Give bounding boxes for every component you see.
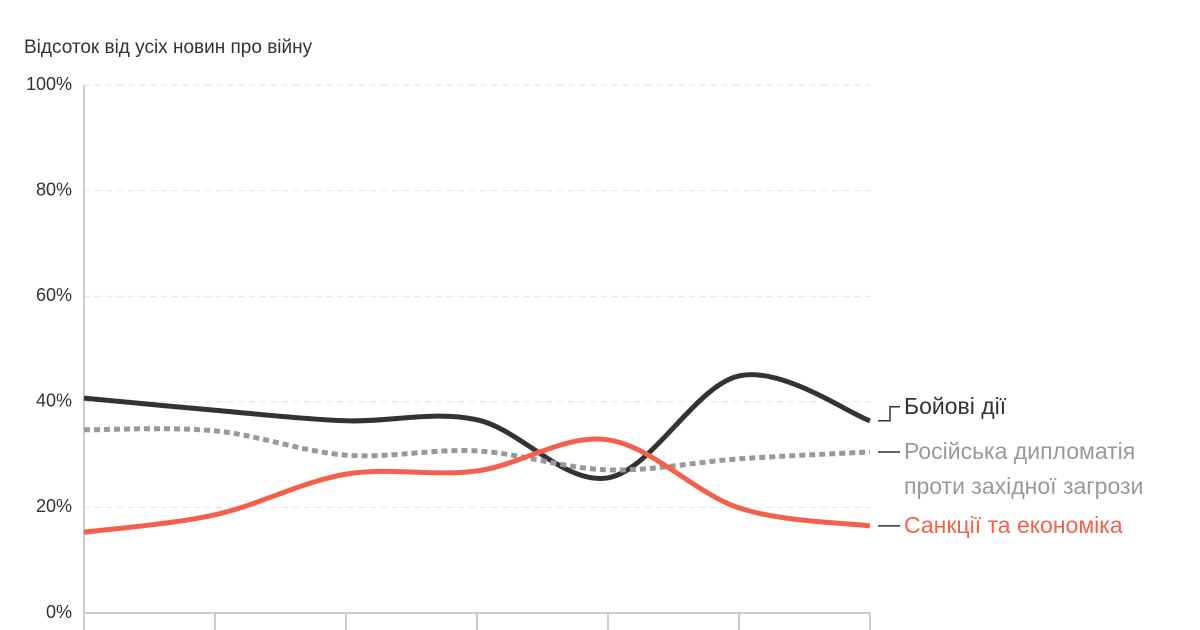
line (83, 372, 871, 481)
legend-label: Бойові дії (904, 392, 1007, 419)
y-tick-label: 60% (36, 285, 72, 305)
line (83, 436, 871, 535)
y-tick-label: 100% (26, 74, 72, 94)
y-tick-label: 20% (36, 496, 72, 516)
y-tick-label: 0% (46, 602, 72, 622)
legend-label: Санкції та економіка (904, 511, 1123, 538)
y-tick-label: 40% (36, 391, 72, 411)
line (83, 426, 871, 473)
y-axis-title: Відсоток від усіх новин про війну (24, 37, 313, 58)
legend-connector (878, 406, 900, 422)
y-tick-label: 80% (36, 179, 72, 199)
legend-label: Російська дипломатія проти західної загр… (904, 437, 1144, 499)
